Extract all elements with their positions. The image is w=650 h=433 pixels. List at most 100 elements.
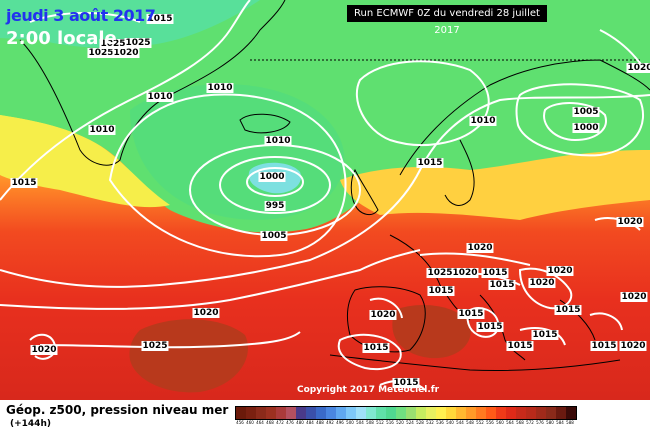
legend-swatch <box>406 407 416 419</box>
map-title: Géop. z500, pression niveau mer <box>6 403 229 417</box>
legend-tick: 512 <box>376 420 384 425</box>
weather-map: 1015 1025 1020 1025 1010 1010 1010 1015 … <box>0 0 650 400</box>
isobar-label: 1005 <box>572 107 600 117</box>
isobar-label: 1020 <box>626 63 650 73</box>
isobar-label: 1020 <box>619 341 647 351</box>
color-scale-labels: 456 460 464 468 472 476 480 484 488 492 496 500 504 5… <box>235 420 575 430</box>
legend-swatch <box>266 407 276 419</box>
isobar-label: 995 <box>264 201 286 211</box>
legend-tick: 544 <box>456 420 464 425</box>
legend-swatch <box>416 407 426 419</box>
legend-tick: 536 <box>436 420 444 425</box>
legend-tick: 464 <box>256 420 264 425</box>
isobar-label: 1020 <box>620 292 648 302</box>
legend-tick: 524 <box>406 420 414 425</box>
isobar-label: 1020 <box>528 278 556 288</box>
legend-swatch <box>396 407 406 419</box>
legend-tick: 548 <box>466 420 474 425</box>
isobar-label: 1020 <box>451 268 479 278</box>
legend-swatch <box>476 407 486 419</box>
isobar-label: 1015 <box>590 341 618 351</box>
legend-swatch <box>436 407 446 419</box>
isobar-label: 1000 <box>258 172 286 182</box>
legend-tick: 468 <box>266 420 274 425</box>
isobar-label: 1025 <box>99 39 127 49</box>
legend-tick: 484 <box>306 420 314 425</box>
legend-swatch <box>336 407 346 419</box>
isobar-label: 1015 <box>488 280 516 290</box>
isobar-label: 1025 <box>141 341 169 351</box>
legend-tick: 504 <box>356 420 364 425</box>
isobar-label: 1020 <box>30 345 58 355</box>
legend-tick: 576 <box>536 420 544 425</box>
isobar-label: 1015 <box>427 286 455 296</box>
isobar-label: 1025 <box>87 48 115 58</box>
isobar-label: 1015 <box>10 178 38 188</box>
legend-tick: 488 <box>316 420 324 425</box>
legend-swatch <box>566 407 576 419</box>
scandinavia-coast <box>399 59 650 176</box>
isobar-label: 1020 <box>546 266 574 276</box>
isobar-label: 1015 <box>457 309 485 319</box>
legend-swatch <box>286 407 296 419</box>
legend-tick: 532 <box>426 420 434 425</box>
legend-swatch <box>386 407 396 419</box>
legend-swatch <box>276 407 286 419</box>
isobars <box>0 0 650 390</box>
isobar-1005-east <box>515 83 645 157</box>
hot-pocket-west <box>129 319 248 393</box>
isobar-label: 1015 <box>554 305 582 315</box>
legend-swatch <box>356 407 366 419</box>
isobar-1010 <box>108 93 347 258</box>
isobar-1015-italy <box>466 307 500 338</box>
coastlines <box>19 0 650 372</box>
isobar-label: 1020 <box>192 308 220 318</box>
isobar-1020 <box>0 249 421 310</box>
legend-swatch <box>486 407 496 419</box>
isobar-label: 1005 <box>260 231 288 241</box>
isobar-label: 1015 <box>392 378 420 388</box>
isobar-label: 1020 <box>616 217 644 227</box>
isobar-label: 1015 <box>506 341 534 351</box>
isobar-1025-south <box>39 331 301 349</box>
italy-coast <box>479 294 526 361</box>
isobar-1020-alps <box>419 252 531 266</box>
forecast-date: jeudi 3 août 2017 <box>6 6 156 25</box>
isobar-label: 1015 <box>531 330 559 340</box>
isobar-label: 1025 <box>124 38 152 48</box>
legend-swatch <box>256 407 266 419</box>
isobar-label: 1015 <box>476 322 504 332</box>
legend-tick: 560 <box>496 420 504 425</box>
legend-swatch <box>426 407 436 419</box>
forecast-time: 2:00 locale <box>6 28 117 49</box>
isobar-label: 1025 <box>426 268 454 278</box>
legend-tick: 500 <box>346 420 354 425</box>
legend-swatch <box>346 407 356 419</box>
isobar-label: 1020 <box>369 310 397 320</box>
legend-swatch <box>536 407 546 419</box>
ridge-yellow-west <box>0 115 170 208</box>
legend-swatch <box>496 407 506 419</box>
legend-swatch <box>506 407 516 419</box>
legend-swatch <box>316 407 326 419</box>
legend-swatch <box>376 407 386 419</box>
legend-tick: 516 <box>386 420 394 425</box>
isobar-label: 1010 <box>469 116 497 126</box>
isobar-label: 1010 <box>206 83 234 93</box>
legend-tick: 588 <box>566 420 574 425</box>
norway-coast <box>444 139 475 206</box>
legend-tick: 520 <box>396 420 404 425</box>
isobar-label: 1020 <box>112 48 140 58</box>
iceland-coast <box>239 113 291 134</box>
legend-swatch <box>456 407 466 419</box>
legend-tick: 568 <box>516 420 524 425</box>
britain-coast <box>350 168 379 216</box>
legend-tick: 528 <box>416 420 424 425</box>
isobar-1000-east <box>543 102 607 142</box>
isobar-995 <box>246 167 304 197</box>
isobar-1010-north <box>0 0 251 201</box>
isobar-1020-spain <box>369 297 403 319</box>
legend-tick: 508 <box>366 420 374 425</box>
legend-swatch <box>546 407 556 419</box>
isobar-label: 1010 <box>264 136 292 146</box>
